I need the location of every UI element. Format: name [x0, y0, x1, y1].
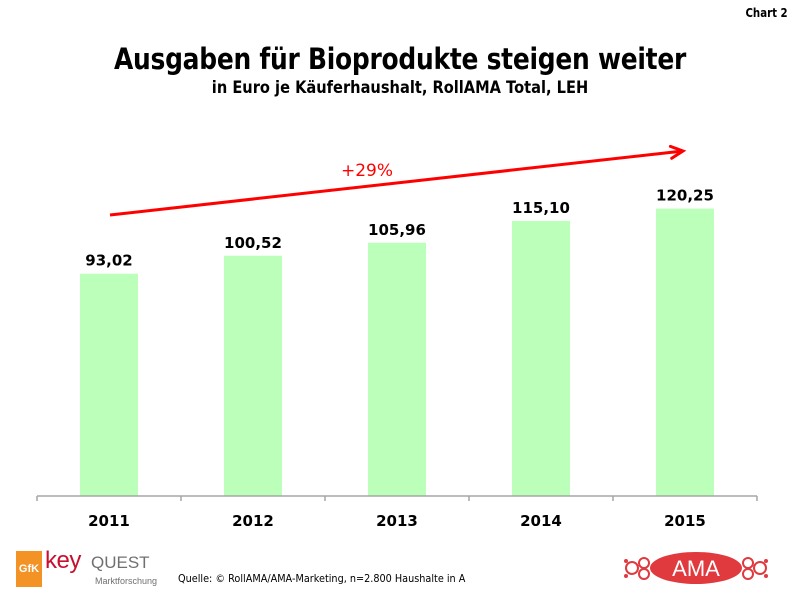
ama-ornament-right-icon	[742, 557, 768, 580]
logo-key-text: key	[45, 547, 81, 574]
ama-ellipse	[650, 552, 742, 584]
ama-ornament-left-icon	[624, 557, 650, 580]
ama-logo-text: AMA	[672, 556, 720, 581]
logo-subtitle: Marktforschung	[95, 576, 158, 586]
gfk-logo-box: GfK	[16, 551, 42, 587]
data-label-2015: 120,25	[656, 187, 714, 205]
data-label-2014: 115,10	[512, 199, 570, 217]
growth-arrow-head-icon	[668, 144, 687, 160]
source-note: Quelle: © RollAMA/AMA-Marketing, n=2.800…	[178, 572, 466, 585]
growth-label: +29%	[341, 161, 393, 181]
x-tick-label-2012: 2012	[232, 512, 274, 530]
data-label-2013: 105,96	[368, 221, 426, 239]
x-tick-label-2011: 2011	[88, 512, 130, 530]
bar-2013	[368, 242, 426, 496]
data-label-2012: 100,52	[224, 234, 282, 252]
chart-title: Ausgaben für Bioprodukte steigen weiter	[113, 42, 687, 76]
growth-arrow-line	[109, 149, 684, 217]
growth-annotation: +29%	[109, 144, 687, 217]
x-tick-label-2014: 2014	[520, 512, 562, 530]
bar-2014	[512, 220, 570, 496]
gfk-keyquest-logo: GfK key QUEST Marktforschung	[16, 547, 166, 591]
bar-2011	[80, 273, 138, 496]
x-tick-label-2013: 2013	[376, 512, 418, 530]
ama-logo: AMA	[624, 552, 768, 584]
bar-2012	[224, 255, 282, 496]
chart-subtitle: in Euro je Käuferhaushalt, RollAMA Total…	[211, 78, 589, 98]
chart-number: Chart 2	[745, 6, 788, 20]
x-axis: 2011 2012 2013 2014 2015	[36, 495, 758, 530]
bars-group: 93,02 100,52 105,96 115,10 120,25	[80, 187, 714, 497]
bar-2015	[656, 208, 714, 497]
logo-quest-text: QUEST	[91, 553, 150, 572]
data-label-2011: 93,02	[85, 252, 132, 270]
x-tick-label-2015: 2015	[664, 512, 706, 530]
